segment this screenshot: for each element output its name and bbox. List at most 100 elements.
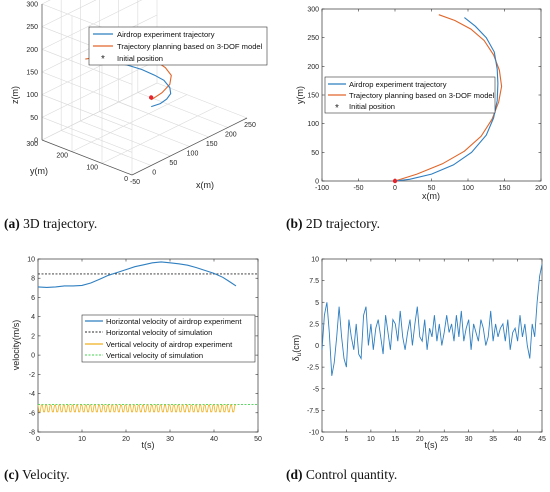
chart-d-plot xyxy=(321,264,543,376)
x-tick-label: 150 xyxy=(499,185,511,192)
caption-d: (d) Control quantity. xyxy=(286,467,397,482)
chart-2d-trajectory: -100 -50 0 50 100 150 200 0 50 100 150 200 250 300 y(… xyxy=(295,7,547,202)
y-tick-label: 200 xyxy=(56,153,68,160)
y-tick-label: 150 xyxy=(307,93,319,100)
x-tick-label: 0 xyxy=(320,436,324,443)
chart-velocity: 0 10 20 30 40 50 -8 -6 -4 -2 0 2 4 6 8 10 velocity(m/s)… xyxy=(11,257,262,451)
y-tick-label: 10 xyxy=(27,257,35,264)
x-tick-label: -50 xyxy=(353,185,363,192)
series-experiment-trajectory-3d xyxy=(103,59,172,108)
caption-d-text: Control quantity. xyxy=(303,467,398,482)
y-tick-label: -10 xyxy=(309,430,319,437)
chart-c-xlabel: t(s) xyxy=(142,440,155,450)
y-tick-label: 50 xyxy=(311,150,319,157)
x-tick-label: 0 xyxy=(36,436,40,443)
x-tick-label: 250 xyxy=(244,122,256,129)
grid-floor-x xyxy=(99,111,190,147)
x-axis-line xyxy=(131,117,248,176)
z-tick-label: 300 xyxy=(26,2,38,9)
chart-b-legend: Airdrop experiment trajectory Trajectory… xyxy=(324,76,496,114)
legend-c-hsim: Horizontal velocity of simulation xyxy=(106,328,212,337)
chart-d-ylabel: δu(cm) xyxy=(291,335,303,362)
x-tick-label: 30 xyxy=(465,436,473,443)
x-tick-label: -100 xyxy=(315,185,329,192)
legend-c-vsim: Vertical velocity of simulation xyxy=(106,351,203,360)
y-tick-label: -7.5 xyxy=(307,408,319,415)
chart-a-axes xyxy=(41,4,248,176)
series-vertical-exp xyxy=(37,404,236,413)
legend-c-vexp: Vertical velocity of airdrop experiment xyxy=(106,340,233,349)
x-tick-label: 30 xyxy=(166,436,174,443)
y-tick-label: -4 xyxy=(29,391,35,398)
grid-floor-x xyxy=(156,82,248,119)
chart-c-plot xyxy=(37,261,258,413)
x-tick-label: 0 xyxy=(152,170,156,177)
caption-d-letter: (d) xyxy=(286,467,303,482)
caption-c-letter: (c) xyxy=(4,467,19,482)
chart-a-legend: Airdrop experiment trajectory Trajectory… xyxy=(88,26,268,66)
y-tick-label: -5 xyxy=(313,386,319,393)
x-tick-label: 10 xyxy=(78,436,86,443)
grid-floor-x xyxy=(118,101,209,138)
chart-b-xlabel: x(m) xyxy=(422,191,440,201)
x-tick-label: 200 xyxy=(535,185,547,192)
chart-b-ylabel: y(m) xyxy=(295,86,305,104)
x-tick-label: 10 xyxy=(367,436,375,443)
y-tick-label: 0 xyxy=(31,353,35,360)
chart-d-ticks: 0 5 10 15 20 25 30 35 40 45 -10 -7.5 -5 -2.5 0 2.5 5 7.5 1… xyxy=(307,257,546,444)
y-tick-label: 100 xyxy=(307,121,319,128)
series-experiment-trajectory xyxy=(394,17,499,182)
y-tick-label: 7.5 xyxy=(309,278,319,285)
y-tick-label: 300 xyxy=(26,141,38,148)
x-tick-label: 40 xyxy=(514,436,522,443)
y-tick-label: 2 xyxy=(31,333,35,340)
caption-a-text: 3D trajectory. xyxy=(20,216,97,231)
z-tick-label: 50 xyxy=(30,115,38,122)
legend-b-initial: Initial position xyxy=(349,102,395,111)
x-tick-label: 150 xyxy=(206,141,218,148)
x-tick-label: 35 xyxy=(489,436,497,443)
chart-c-legend: Horizontal velocity of airdrop experimen… xyxy=(81,314,256,363)
grid-wall-yz xyxy=(41,117,133,153)
y-axis-line xyxy=(41,139,133,176)
series-horizontal-exp xyxy=(37,261,237,288)
legend-a-initial-marker: * xyxy=(101,54,105,65)
x-tick-label: 200 xyxy=(225,132,237,139)
x-tick-label: 25 xyxy=(440,436,448,443)
legend-a-planned: Trajectory planning based on 3-DOF model xyxy=(117,42,263,51)
z-tick-label: 100 xyxy=(26,92,38,99)
z-tick-label: 150 xyxy=(26,70,38,77)
chart-d-ylabel-symbol: δ xyxy=(291,356,301,361)
chart-b-ticks: -100 -50 0 50 100 150 200 0 50 100 150 200 250 300 xyxy=(307,7,547,193)
x-tick-label: 40 xyxy=(210,436,218,443)
legend-b-initial-marker: * xyxy=(335,103,339,114)
y-tick-label: -6 xyxy=(29,410,35,417)
caption-c: (c) Velocity. xyxy=(4,467,70,482)
y-tick-label: -2.5 xyxy=(307,365,319,372)
initial-position-point xyxy=(392,178,398,184)
x-tick-label: 5 xyxy=(344,436,348,443)
chart-a-zlabel: z(m) xyxy=(10,86,20,104)
chart-b-plot xyxy=(392,14,503,184)
chart-control-quantity: 0 5 10 15 20 25 30 35 40 45 -10 -7.5 -5 -2.5 0 2.5 5 7.5 1… xyxy=(291,257,546,451)
y-tick-label: 10 xyxy=(311,257,319,264)
y-tick-label: 250 xyxy=(307,35,319,42)
chart-c-frame xyxy=(37,258,259,433)
grid-floor-x xyxy=(80,120,171,157)
chart-c-ticks: 0 10 20 30 40 50 -8 -6 -4 -2 0 2 4 6 8 10 xyxy=(27,257,262,444)
chart-d-ylabel-sub: u xyxy=(296,352,303,356)
x-tick-label: 0 xyxy=(393,185,397,192)
grid-wall-yz xyxy=(41,49,133,85)
initial-position-point-3d xyxy=(148,95,154,100)
y-tick-label: 5 xyxy=(315,300,319,307)
chart-a-tick-labels: -500501001502002500100200300050100150200… xyxy=(26,2,256,187)
x-tick-label: 100 xyxy=(187,151,199,158)
caption-c-text: Velocity. xyxy=(19,467,70,482)
chart-a-grid xyxy=(41,0,248,176)
caption-b-text: 2D trajectory. xyxy=(303,216,380,231)
y-tick-label: -8 xyxy=(29,430,35,437)
chart-d-ylabel-unit: (cm) xyxy=(291,335,301,353)
z-tick-label: 0 xyxy=(34,138,38,145)
x-tick-label: 15 xyxy=(391,436,399,443)
y-tick-label: 4 xyxy=(31,314,35,321)
